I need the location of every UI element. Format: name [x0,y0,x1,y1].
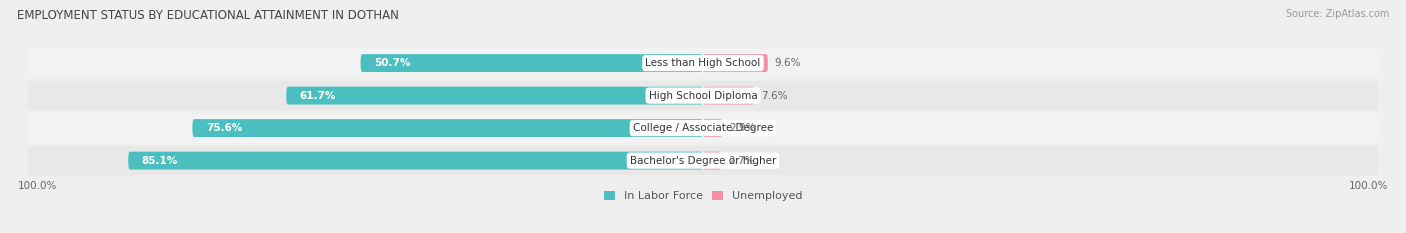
FancyBboxPatch shape [703,119,723,137]
Text: 100.0%: 100.0% [1350,181,1389,191]
Text: College / Associate Degree: College / Associate Degree [633,123,773,133]
FancyBboxPatch shape [287,87,703,105]
Text: Source: ZipAtlas.com: Source: ZipAtlas.com [1285,9,1389,19]
Text: 85.1%: 85.1% [142,156,179,166]
Text: 2.7%: 2.7% [728,156,755,166]
Text: Bachelor's Degree or higher: Bachelor's Degree or higher [630,156,776,166]
Text: High School Diploma: High School Diploma [648,91,758,101]
FancyBboxPatch shape [28,81,1378,110]
FancyBboxPatch shape [703,54,768,72]
FancyBboxPatch shape [28,48,1378,78]
FancyBboxPatch shape [360,54,703,72]
Text: EMPLOYMENT STATUS BY EDUCATIONAL ATTAINMENT IN DOTHAN: EMPLOYMENT STATUS BY EDUCATIONAL ATTAINM… [17,9,399,22]
Text: 2.9%: 2.9% [730,123,756,133]
FancyBboxPatch shape [193,119,703,137]
FancyBboxPatch shape [703,152,721,170]
Text: 100.0%: 100.0% [17,181,56,191]
Text: Less than High School: Less than High School [645,58,761,68]
Text: 61.7%: 61.7% [299,91,336,101]
Text: 7.6%: 7.6% [761,91,787,101]
FancyBboxPatch shape [28,113,1378,143]
Text: 9.6%: 9.6% [775,58,801,68]
Text: 75.6%: 75.6% [205,123,242,133]
FancyBboxPatch shape [28,146,1378,175]
Legend: In Labor Force, Unemployed: In Labor Force, Unemployed [603,191,803,201]
Text: 50.7%: 50.7% [374,58,411,68]
FancyBboxPatch shape [703,87,755,105]
FancyBboxPatch shape [128,152,703,170]
